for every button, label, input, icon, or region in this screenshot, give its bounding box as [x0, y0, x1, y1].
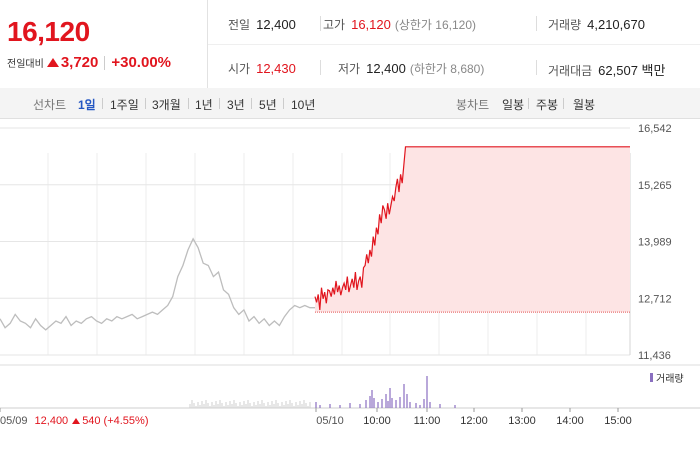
stat-value: 12,400 — [256, 17, 296, 32]
divider — [219, 98, 220, 109]
prev-change: 540 — [82, 415, 101, 427]
up-arrow-icon — [46, 58, 59, 67]
y-tick-label: 12,712 — [638, 293, 672, 305]
y-tick-label: 15,265 — [638, 180, 672, 192]
period-3m[interactable]: 3개월 — [152, 98, 181, 112]
stat-open: 시가 12,430 — [228, 60, 296, 77]
candle-weekly[interactable]: 주봉 — [536, 98, 559, 112]
divider — [536, 60, 537, 75]
change-value: 3,720 — [60, 54, 99, 71]
quote-header: 16,120 전일대비 3,720 +30.00% 전일 12,400 고가 1… — [0, 0, 700, 89]
divider — [188, 98, 189, 109]
today-price-line — [314, 146, 630, 310]
legend-label: 거래량 — [656, 374, 684, 385]
stat-high: 고가 16,120 (상한가 16,120) — [323, 16, 476, 33]
x-tick-label: 13:00 — [508, 415, 536, 427]
legend-swatch — [650, 373, 653, 382]
chart-toolbar: 선차트 1일 1주일 3개월 1년 3년 5년 10년 봉차트 일봉 주봉 월봉 — [0, 88, 700, 119]
candle-monthly[interactable]: 월봉 — [573, 98, 596, 112]
stat-value: 12,430 — [256, 61, 296, 76]
stat-label: 전일 — [228, 18, 251, 32]
price-panel: 16,120 전일대비 3,720 +30.00% — [0, 0, 208, 88]
current-price: 16,120 — [7, 16, 90, 47]
prev-close-value: 12,400 — [34, 415, 69, 427]
stat-prev-close: 전일 12,400 — [228, 16, 296, 33]
divider — [208, 44, 700, 45]
volume-legend: 거래량 — [650, 370, 684, 385]
stat-volume: 거래량 4,210,670 — [548, 16, 645, 33]
period-5y[interactable]: 5년 — [259, 98, 277, 112]
y-tick-label: 11,436 — [638, 350, 671, 362]
divider — [320, 60, 321, 75]
y-tick-label: 16,542 — [638, 123, 672, 135]
change-label: 전일대비 — [7, 59, 44, 70]
divider — [536, 16, 537, 31]
line-chart-label: 선차트 — [33, 98, 67, 112]
prev-date: 05/09 — [0, 415, 28, 427]
stat-label: 거래대금 — [548, 64, 593, 78]
change-percent: +30.00% — [111, 54, 171, 71]
period-3y[interactable]: 3년 — [227, 98, 245, 112]
price-chart[interactable]: 16,542 15,265 13,989 12,712 11,436 10:00 11:00… — [0, 118, 700, 450]
stat-trade-amount: 거래대금 62,507 백만 — [548, 60, 665, 79]
divider — [528, 98, 529, 109]
period-1y[interactable]: 1년 — [195, 98, 213, 112]
stat-value: 62,507 백만 — [598, 63, 666, 78]
x-tick-label: 14:00 — [556, 415, 584, 427]
up-arrow-icon — [72, 418, 81, 424]
stat-value: 12,400 — [366, 61, 406, 76]
x-tick-label: 12:00 — [460, 415, 488, 427]
prev-change-pct: (+4.55%) — [103, 415, 149, 427]
divider — [102, 98, 103, 109]
divider — [283, 98, 284, 109]
period-1w[interactable]: 1주일 — [110, 98, 139, 112]
prev-day-info: 05/09 12,400 540 (+4.55%) — [0, 415, 149, 427]
candle-daily[interactable]: 일봉 — [502, 98, 525, 112]
x-tick-label: 15:00 — [604, 415, 632, 427]
stat-label: 고가 — [323, 18, 346, 32]
x-tick-label: 11:00 — [414, 415, 441, 427]
stats-grid: 전일 12,400 고가 16,120 (상한가 16,120) 거래량 4,2… — [208, 0, 700, 88]
date-label: 05/10 — [316, 415, 344, 427]
stat-label: 저가 — [338, 62, 361, 76]
y-tick-label: 13,989 — [638, 237, 672, 249]
stat-value: 16,120 — [351, 17, 391, 32]
stat-value: 4,210,670 — [587, 17, 645, 32]
prev-day-line — [0, 237, 315, 331]
period-1d[interactable]: 1일 — [78, 98, 96, 112]
stat-label: 시가 — [228, 62, 251, 76]
change-row: 전일대비 3,720 +30.00% — [7, 54, 171, 71]
x-tick-label: 10:00 — [363, 415, 391, 427]
period-10y[interactable]: 10년 — [291, 98, 316, 112]
stat-label: 거래량 — [548, 18, 582, 32]
candle-chart-label: 봉차트 — [456, 98, 490, 112]
divider — [320, 16, 321, 31]
divider — [145, 98, 146, 109]
today-area-fill — [315, 146, 630, 313]
divider — [563, 98, 564, 109]
divider — [251, 98, 252, 109]
divider — [104, 55, 106, 70]
stat-sub: (하한가 8,680) — [409, 62, 485, 76]
stat-low: 저가 12,400 (하한가 8,680) — [338, 60, 484, 77]
stat-sub: (상한가 16,120) — [394, 18, 477, 32]
